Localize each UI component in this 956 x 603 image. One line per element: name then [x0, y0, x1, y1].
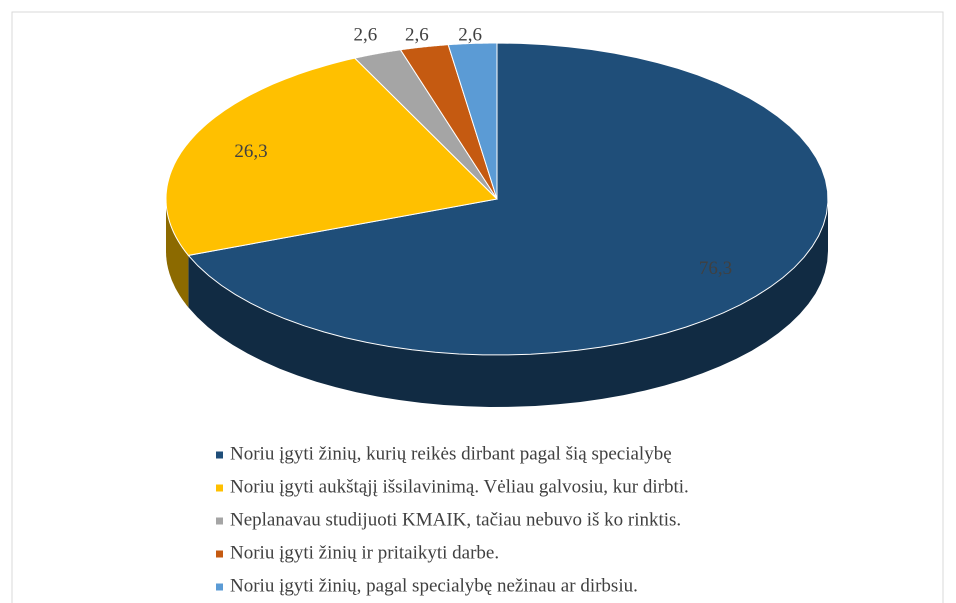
- legend-label: Neplanavau studijuoti KMAIK, tačiau nebu…: [230, 509, 681, 530]
- slice: [447, 42, 498, 200]
- data-label: 2,6: [458, 24, 482, 45]
- data-label: 76,3: [699, 258, 732, 279]
- slice: [165, 57, 499, 256]
- slice: [399, 44, 498, 200]
- slice: [353, 49, 498, 200]
- legend-swatch: [216, 517, 223, 525]
- slice-side: [188, 199, 828, 407]
- data-label: 2,6: [405, 24, 429, 45]
- data-label: 26,3: [234, 141, 267, 162]
- legend-swatch: [216, 451, 223, 459]
- legend-swatch: [216, 583, 223, 591]
- legend-swatch: [216, 550, 223, 558]
- slice-side: [166, 199, 189, 308]
- legend-swatch: [216, 484, 223, 492]
- legend-label: Noriu įgyti žinių, pagal specialybę neži…: [230, 575, 638, 596]
- legend-label: Noriu įgyti žinių, kurių reikės dirbant …: [230, 443, 672, 464]
- slice: [187, 42, 829, 356]
- legend-label: Noriu įgyti aukštąjį išsilavinimą. Vėlia…: [230, 476, 689, 497]
- legend-label: Noriu įgyti žinių ir pritaikyti darbe.: [230, 542, 499, 563]
- chart-frame: [11, 11, 944, 603]
- data-label: 2,6: [353, 24, 377, 45]
